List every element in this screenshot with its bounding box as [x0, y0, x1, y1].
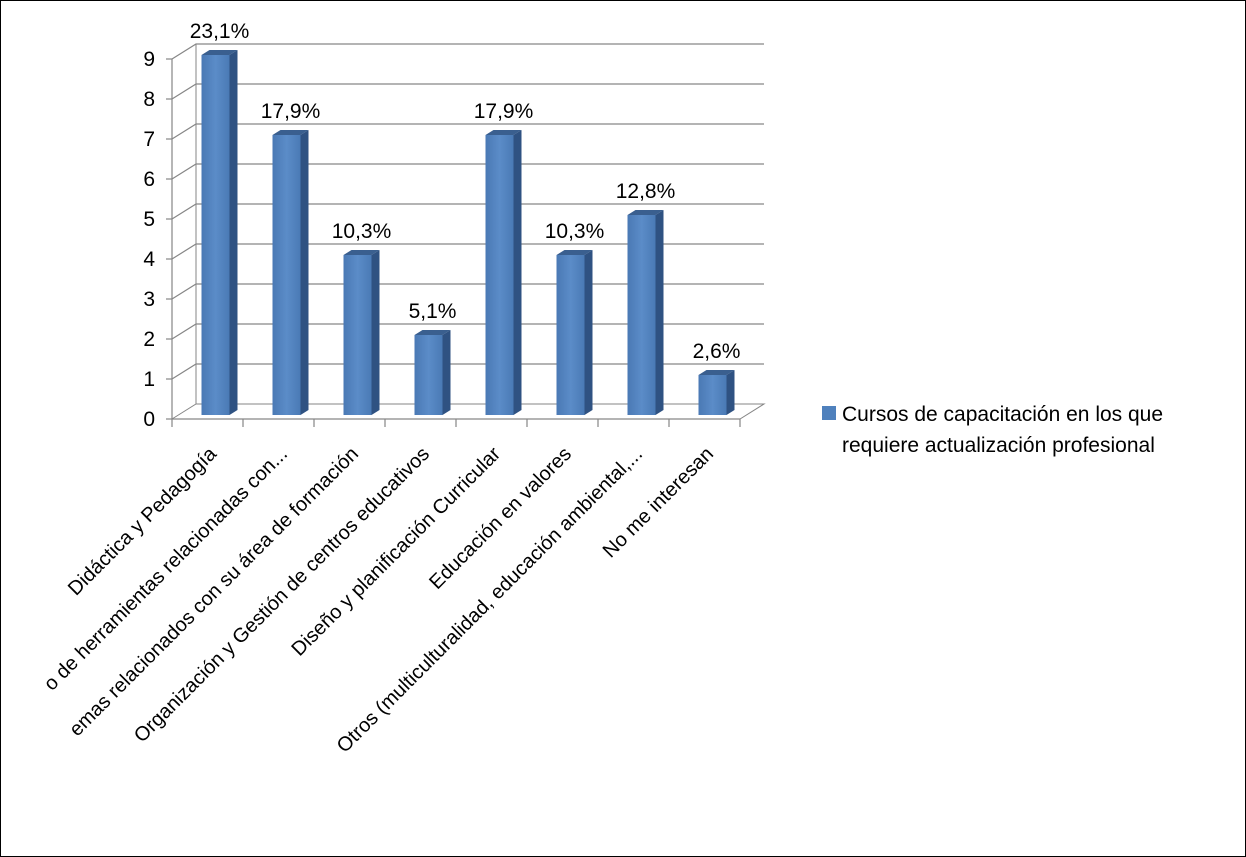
data-labels: 23,1% 17,9% 10,3% 5,1% 17,9% 10,3% 12,8% 2,6%	[190, 20, 741, 363]
data-label: 10,3%	[332, 220, 392, 243]
bar-top	[627, 210, 664, 215]
bar-top	[485, 130, 522, 135]
bar-top	[272, 130, 309, 135]
y-tick-label: 4	[143, 248, 155, 271]
data-label: 17,9%	[474, 100, 534, 123]
y-tick-label: 6	[143, 168, 155, 191]
bar-side	[726, 370, 735, 415]
legend-label: Cursos de capacitación en los que	[842, 403, 1163, 426]
bar-top	[343, 250, 380, 255]
bar-side	[371, 250, 380, 415]
bar-front	[556, 255, 585, 415]
bar	[414, 330, 451, 415]
y-tick-label: 7	[143, 128, 155, 151]
data-label: 12,8%	[616, 180, 676, 203]
bar-side	[513, 130, 522, 415]
y-tick-label: 0	[143, 408, 155, 431]
bar-front	[485, 135, 514, 415]
y-axis	[166, 58, 173, 420]
y-tick-label: 2	[143, 328, 155, 351]
y-tick-label: 3	[143, 288, 155, 311]
legend: Cursos de capacitación en los que requier…	[822, 403, 1163, 457]
data-label: 5,1%	[409, 300, 457, 323]
bar-front	[343, 255, 372, 415]
bars	[201, 50, 735, 415]
bar-side	[655, 210, 664, 415]
bar-front	[272, 135, 301, 415]
bar-front	[698, 375, 727, 415]
legend-swatch	[822, 406, 836, 420]
bar-front	[627, 215, 656, 415]
bar-front	[201, 55, 230, 415]
data-label: 17,9%	[261, 100, 321, 123]
data-label: 23,1%	[190, 20, 250, 43]
bar	[485, 130, 522, 415]
y-tick-label: 1	[143, 368, 155, 391]
plot-floor	[170, 403, 766, 420]
bar-top	[201, 50, 238, 55]
plot-back-wall	[172, 44, 196, 419]
bar-side	[300, 130, 309, 415]
y-tick-label: 5	[143, 208, 155, 231]
bar-side	[229, 50, 238, 415]
x-axis	[171, 418, 741, 427]
bar	[698, 370, 735, 415]
bar-top	[698, 370, 735, 375]
bar-side	[584, 250, 593, 415]
bar	[272, 130, 309, 415]
bar	[556, 250, 593, 415]
bar-front	[414, 335, 443, 415]
floor-plane	[170, 403, 766, 420]
data-label: 2,6%	[693, 340, 741, 363]
data-label: 10,3%	[545, 220, 605, 243]
bar	[201, 50, 238, 415]
y-tick-labels: 0 1 2 3 4 5 6 7 8 9	[143, 48, 155, 431]
bar-top	[556, 250, 593, 255]
side-wall	[172, 44, 196, 419]
bar	[343, 250, 380, 415]
bar	[627, 210, 664, 415]
y-tick-label: 9	[143, 48, 155, 71]
legend-label: requiere actualización profesional	[842, 434, 1155, 457]
y-tick-label: 8	[143, 88, 155, 111]
bar-top	[414, 330, 451, 335]
bar-side	[442, 330, 451, 415]
